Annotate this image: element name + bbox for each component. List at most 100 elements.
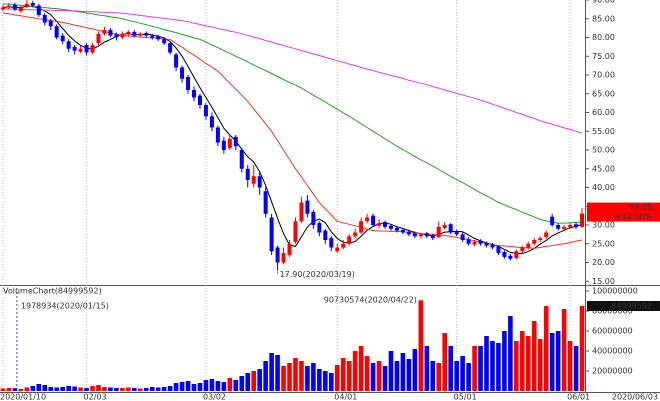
volume-bar [490,341,495,391]
candle-body [299,202,304,222]
candle-body [227,138,232,149]
volume-bar [287,363,292,391]
candle-body [180,67,185,79]
candle-body [335,247,340,252]
candle-body [478,240,483,244]
candle-body [275,247,280,263]
volume-bar [203,380,209,391]
volume-bar [329,373,334,391]
volume-bar [555,331,561,391]
candle-body [36,5,41,15]
volume-bar [334,365,340,391]
moving-average-line [2,5,583,254]
volume-box [587,301,660,312]
candle-body [454,231,459,235]
candle-body [96,33,101,44]
candle-body [532,240,537,244]
min-volume-annotation: 1978934(2020/01/15) [21,302,109,311]
volume-bar [346,361,352,391]
x-tick-label: 04/01 [334,393,357,401]
volume-bar [78,387,83,391]
candle-body [287,243,292,255]
candle-body [18,7,23,12]
x-tick-label: 02/03 [84,393,107,401]
y-tick-label: 80.00 [592,33,615,42]
candle-body [568,225,573,227]
candle-body [347,236,352,244]
volume-bar [167,386,173,391]
volume-bar [120,388,125,391]
candle-body [359,221,364,233]
candle-body [580,213,585,227]
candle-body [508,255,513,259]
candle-body [544,232,549,237]
volume-bar [227,378,233,391]
x-tick-label: 05/01 [454,393,477,401]
candle-body [257,176,262,188]
candle-body [6,5,11,8]
candle-body [293,221,298,242]
candle-body [377,223,382,226]
candle-body [353,232,358,237]
volume-bar [323,371,328,391]
volume-bar [561,309,567,391]
candle-body [365,217,370,222]
y-tick-label: 45.00 [592,164,615,173]
volume-bar [18,389,24,391]
candle-body [48,20,53,27]
y-tick-label: 15.00 [592,277,615,286]
volume-bar [299,361,304,391]
y-tick-label: 85.00 [592,14,615,23]
y-tick-label: 20.00 [592,258,615,267]
y-tick-label: 25.00 [592,239,615,248]
volume-bar [263,361,268,391]
candle-body [460,234,465,240]
volume-bar [269,353,274,391]
y-tick-label: 60000000 [592,327,633,336]
candle-body [221,140,226,150]
moving-average-line [2,3,583,224]
candle-body [197,95,202,105]
candle-body [54,26,59,38]
volume-bar [508,316,513,391]
volume-bar [245,373,251,391]
candle-body [281,253,286,263]
volume-bar [0,388,6,391]
volume-bar [239,376,245,391]
volume-bar [376,361,382,391]
volume-bar [275,355,280,391]
candle-body [42,15,47,23]
candle-body [406,231,411,235]
volume-bar [72,386,77,391]
candle-body [466,239,471,244]
x-tick-label: 06/01 [567,393,590,401]
candle-body [84,45,89,53]
y-tick-label: 30.00 [592,221,615,230]
y-tick-label: 65.00 [592,89,615,98]
volume-bar [209,379,215,391]
volume-bar [161,387,167,391]
y-tick-label: 90.00 [592,0,615,5]
change-rate: +12.50% [615,212,653,221]
candle-body [30,3,35,6]
candle-body [66,41,71,49]
max-volume-annotation: 90730574(2020/04/22) [324,296,417,305]
volume-bar [36,384,42,391]
volume-bar [293,358,298,391]
volume-bar [543,306,549,391]
candle-body [383,222,388,227]
volume-bar [424,346,430,391]
volume-bar [102,387,107,391]
candle-body [323,230,328,240]
candle-body [245,168,250,180]
candle-body [150,35,155,38]
y-tick-label: 100000000 [592,287,638,296]
volume-bar [364,356,370,391]
volume-bar [48,387,54,391]
volume-bar [185,381,191,391]
volume-bar [549,333,555,391]
candle-body [484,243,489,246]
volume-bar [436,363,442,391]
candle-body [550,216,555,225]
